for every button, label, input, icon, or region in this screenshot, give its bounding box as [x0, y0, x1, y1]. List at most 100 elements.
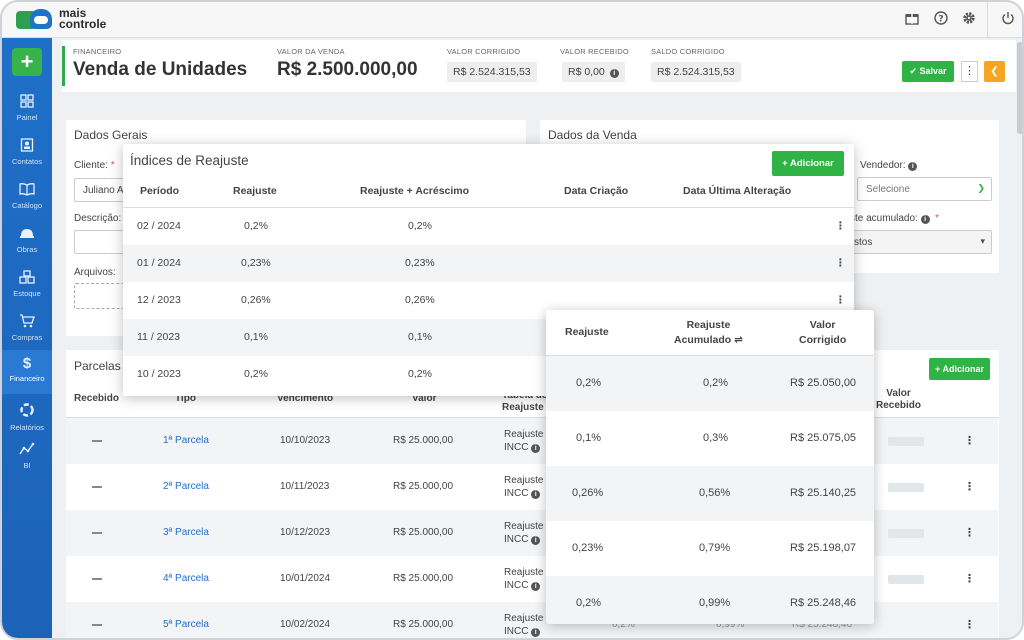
valor-venda-block: VALOR DA VENDA R$ 2.500.000,00	[277, 47, 418, 81]
reajuste-select[interactable]: stos ▾	[845, 230, 992, 254]
sidebar-item-label: BI	[23, 461, 31, 470]
gear-icon[interactable]	[960, 11, 978, 29]
reajuste-cell: Reajuste INCC i	[504, 567, 544, 591]
add-indice-button[interactable]: + Adicionar	[772, 151, 844, 176]
row-menu-kebab-icon[interactable]: ⋮	[835, 220, 846, 232]
top-bar: mais controle ?	[2, 2, 1022, 38]
sidebar-item-label: Estoque	[13, 289, 41, 298]
quick-add-button[interactable]: +	[12, 48, 42, 76]
sidebar: + Painel Contatos Catálogo Obras	[2, 38, 52, 638]
table-row: 12 / 2023 0,26% 0,26% ⋮	[123, 282, 854, 319]
help-icon[interactable]: ?	[932, 11, 950, 29]
reajuste-cell: Reajuste INCC i	[504, 613, 544, 637]
info-icon[interactable]: i	[920, 215, 930, 224]
reajuste-cell: 0,1%	[576, 432, 602, 444]
sidebar-item-bi[interactable]: BI	[2, 442, 52, 470]
chevron-down-icon: ▾	[980, 236, 985, 246]
periodo-cell: 10 / 2023	[137, 368, 181, 380]
sidebar-item-compras[interactable]: Compras	[2, 314, 52, 342]
sidebar-item-obras[interactable]: Obras	[2, 226, 52, 254]
vencimento-cell: 10/02/2024	[280, 619, 331, 630]
table-row: 0,2% 0,2% R$ 25.050,00	[546, 356, 874, 411]
logo[interactable]: mais controle	[16, 7, 106, 31]
helmet-icon	[2, 226, 52, 243]
row-menu-kebab-icon[interactable]: ⋮	[964, 619, 975, 631]
reajuste-header-line	[546, 355, 874, 356]
power-icon[interactable]	[999, 11, 1017, 29]
sidebar-item-label: Obras	[16, 245, 38, 254]
table-row: 10 / 2023 0,2% 0,2%	[123, 356, 854, 393]
arquivos-label: Arquivos:	[74, 267, 116, 278]
cliente-label: Cliente: *	[74, 160, 115, 171]
sidebar-item-financeiro[interactable]: $ Financeiro	[2, 350, 52, 394]
row-menu-kebab-icon[interactable]: ⋮	[964, 481, 975, 493]
periodo-cell: 02 / 2024	[137, 220, 181, 232]
acumulado-cell: 0,79%	[699, 542, 731, 554]
swap-arrows-icon[interactable]: ⇌	[734, 334, 743, 346]
parcelas-header-line	[66, 417, 999, 418]
more-options-button[interactable]: ⋮	[961, 61, 978, 82]
gift-icon[interactable]	[903, 11, 921, 29]
reajuste-cell: 0,2%	[244, 368, 268, 380]
dados-venda-title: Dados da Venda	[548, 128, 637, 142]
col-tipo: Tipo	[175, 393, 196, 404]
info-icon[interactable]: i	[531, 536, 541, 545]
dash-icon	[92, 532, 102, 534]
row-menu-kebab-icon[interactable]: ⋮	[964, 573, 975, 585]
add-parcela-button[interactable]: + Adicionar	[929, 358, 990, 380]
arrow-left-icon: ❮	[990, 66, 999, 77]
back-button[interactable]: ❮	[984, 61, 1005, 82]
parcela-link[interactable]: 2ª Parcela	[163, 481, 209, 492]
page-title: Venda de Unidades	[73, 59, 248, 80]
valor-recebido-value: R$ 0,00	[568, 66, 605, 78]
reajuste-cell: 0,23%	[241, 257, 271, 269]
reajuste-cell: 0,2%	[576, 597, 602, 609]
valor-corrigido-block: VALOR CORRIGIDO R$ 2.524.315,53	[447, 47, 537, 82]
check-icon: ✔	[909, 66, 917, 76]
parcela-link[interactable]: 4ª Parcela	[163, 573, 209, 584]
dados-gerais-title: Dados Gerais	[74, 128, 148, 142]
info-icon[interactable]: i	[531, 490, 541, 499]
reajuste-acrescimo-cell: 0,26%	[405, 294, 435, 306]
reajuste-cell: 0,1%	[244, 331, 268, 343]
col-reajuste: Reajuste	[565, 326, 609, 338]
parcela-link[interactable]: 5ª Parcela	[163, 619, 209, 630]
reajuste-cell: Reajuste INCC i	[504, 429, 544, 453]
valor-recebido-chip: R$ 0,00 i	[562, 62, 625, 82]
sidebar-item-relatorios[interactable]: Relatórios	[2, 402, 52, 432]
sidebar-item-catalogo[interactable]: Catálogo	[2, 182, 52, 210]
valor-recebido-block: VALOR RECEBIDO R$ 0,00 i	[560, 47, 629, 82]
indices-header-line	[123, 207, 854, 208]
sidebar-item-contatos[interactable]: Contatos	[2, 138, 52, 166]
table-row: 2ª Parcela 10/11/2023 R$ 25.000,00 Reaju…	[66, 464, 998, 510]
row-menu-kebab-icon[interactable]: ⋮	[835, 257, 846, 269]
sidebar-item-painel[interactable]: Painel	[2, 94, 52, 122]
info-icon[interactable]: i	[531, 582, 541, 591]
vendedor-select[interactable]: Selecione ❯	[857, 177, 992, 201]
info-icon[interactable]: i	[531, 444, 541, 453]
save-button[interactable]: ✔ Salvar	[902, 61, 954, 82]
info-icon[interactable]: i	[609, 69, 619, 78]
book-icon	[2, 182, 52, 199]
acumulado-cell: 0,2%	[703, 377, 729, 389]
page-scrollbar[interactable]	[1017, 42, 1022, 134]
save-button-label: Salvar	[919, 66, 947, 76]
info-icon[interactable]: i	[908, 162, 918, 171]
acumulado-peek-cell: 0,99%	[716, 619, 745, 630]
col-reajuste-acumulado: Reajuste Acumulado ⇌	[674, 319, 743, 346]
valor-corrigido-cell: R$ 25.050,00	[790, 377, 857, 389]
parcela-link[interactable]: 1ª Parcela	[163, 435, 209, 446]
row-menu-kebab-icon[interactable]: ⋮	[964, 527, 975, 539]
reajuste-peek-cell: 0,2%	[612, 619, 635, 630]
dash-icon	[92, 486, 102, 488]
valor-corrigido-cell: R$ 25.075,05	[790, 432, 857, 444]
parcela-link[interactable]: 3ª Parcela	[163, 527, 209, 538]
row-menu-kebab-icon[interactable]: ⋮	[964, 435, 975, 447]
reajuste-acumulado-label: ste acumulado: i *	[850, 213, 940, 224]
parcelas-title: Parcelas	[74, 359, 121, 373]
row-menu-kebab-icon[interactable]: ⋮	[835, 294, 846, 306]
sidebar-item-label: Financeiro	[9, 374, 45, 383]
dollar-icon: $	[22, 355, 32, 372]
info-icon[interactable]: i	[531, 628, 541, 637]
sidebar-item-estoque[interactable]: Estoque	[2, 270, 52, 298]
